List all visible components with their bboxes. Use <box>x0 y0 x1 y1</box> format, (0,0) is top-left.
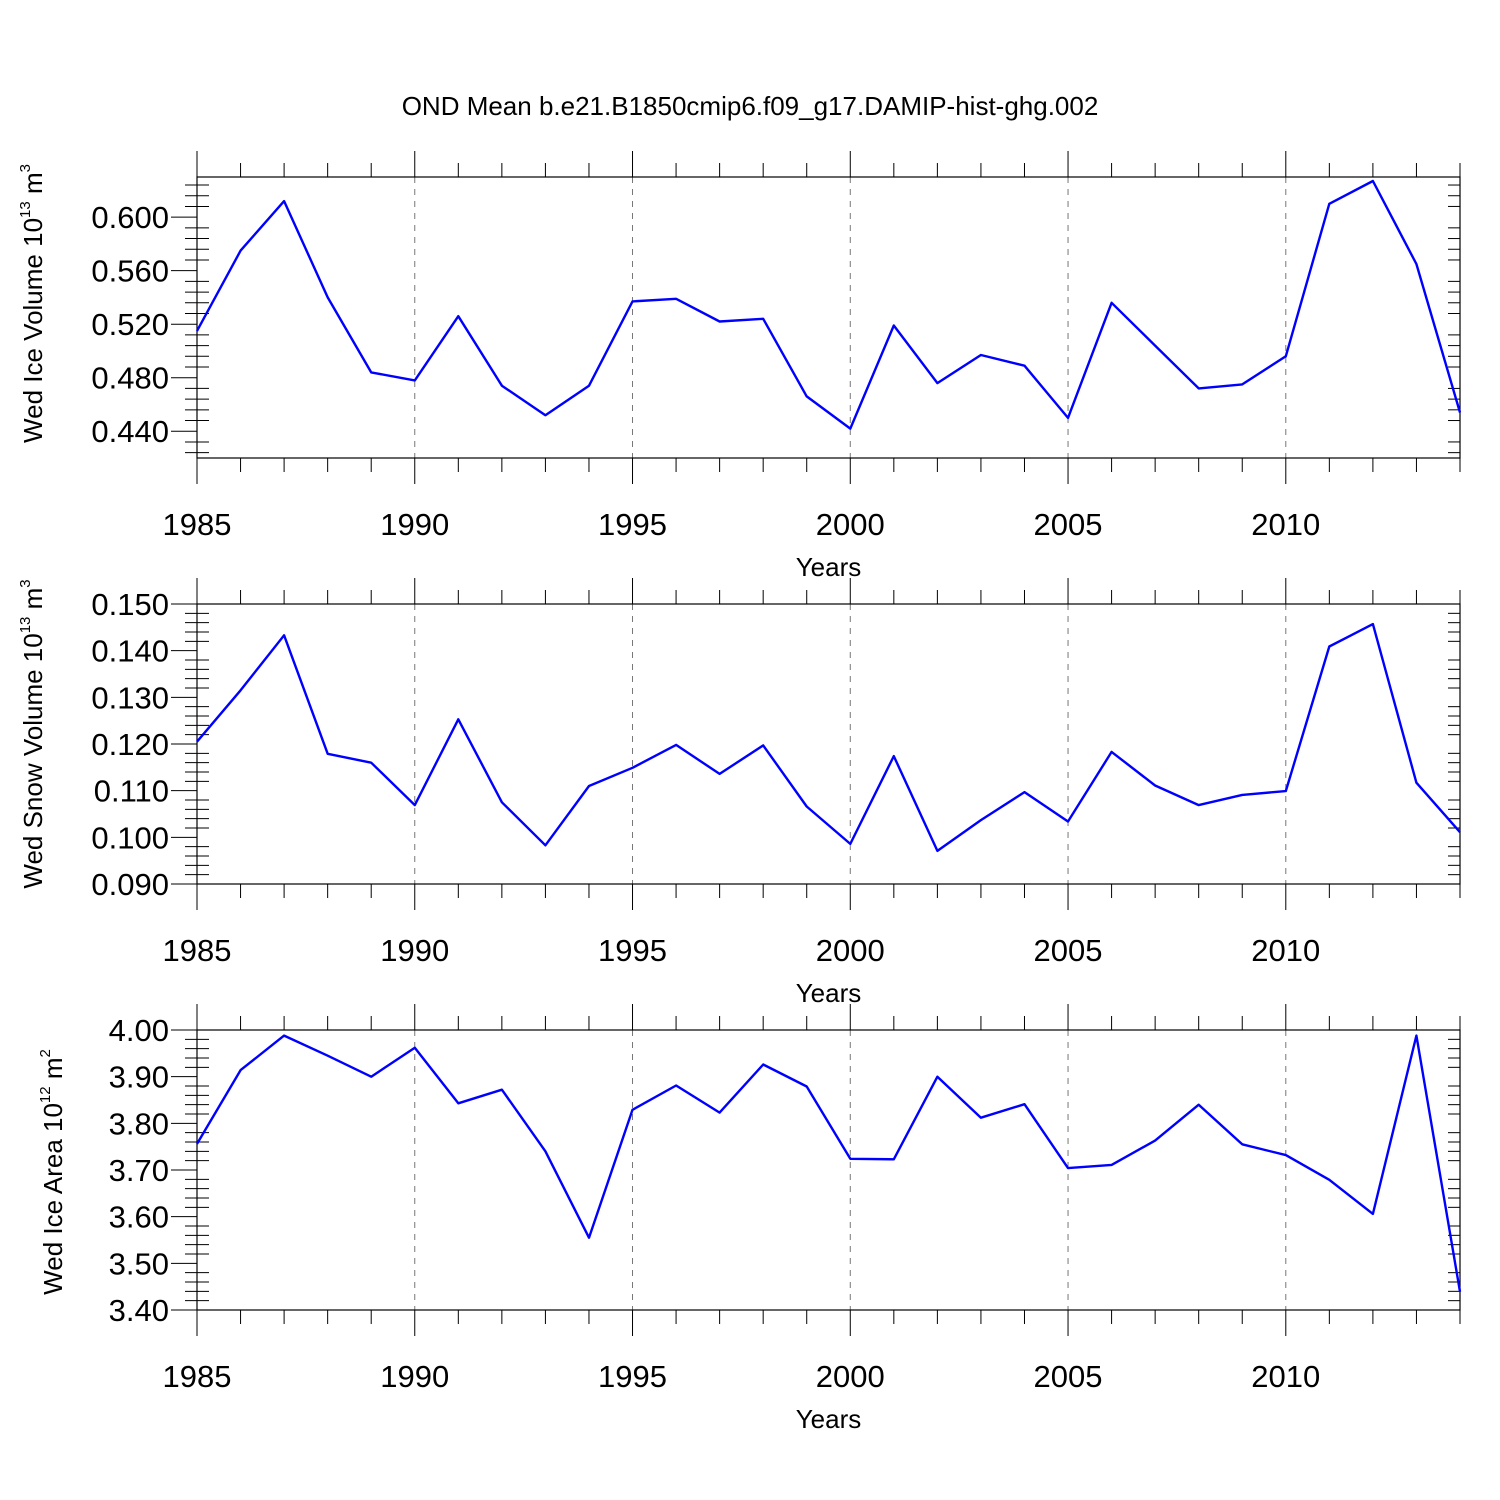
y-tick-label: 0.150 <box>91 587 169 622</box>
y-tick-label: 0.560 <box>91 254 169 289</box>
y-tick-label: 3.40 <box>109 1293 169 1328</box>
x-tick-label: 1995 <box>598 933 667 968</box>
series-line <box>196 622 1461 853</box>
plot-frame <box>196 603 1461 885</box>
x-axis-title: Years <box>796 552 862 582</box>
x-tick-label: 2010 <box>1251 507 1320 542</box>
panel-2: 1985 1990 1995 2000 2005 2010 Years 0.090 0.100 0… <box>17 578 1461 1008</box>
y-tick-label: 0.520 <box>91 307 169 342</box>
x-tick-label: 1985 <box>163 933 232 968</box>
x-tick-label: 2000 <box>816 933 885 968</box>
y-tick-label: 0.140 <box>91 634 169 669</box>
x-tick-label: 1990 <box>380 933 449 968</box>
plot-frame <box>196 1029 1461 1311</box>
x-tick-label: 1990 <box>380 507 449 542</box>
x-tick-label: 1990 <box>380 1359 449 1394</box>
y-axis-title: Wed Ice Area 1012 m2 <box>37 1049 68 1295</box>
x-tick-label: 2000 <box>816 507 885 542</box>
x-tick-label: 2010 <box>1251 1359 1320 1394</box>
x-tick-label: 1985 <box>163 1359 232 1394</box>
x-tick-label: 2005 <box>1034 507 1103 542</box>
x-tick-label: 2000 <box>816 1359 885 1394</box>
x-tick-label: 1985 <box>163 507 232 542</box>
x-axis-title: Years <box>796 1404 862 1434</box>
panel-3: 1985 1990 1995 2000 2005 2010 Years 3.40 3.50 3.6… <box>37 1004 1462 1434</box>
figure-title: OND Mean b.e21.B1850cmip6.f09_g17.DAMIP-… <box>402 91 1099 121</box>
x-axis-title: Years <box>796 978 862 1008</box>
y-tick-label: 0.120 <box>91 727 169 762</box>
x-tick-label: 1995 <box>598 1359 667 1394</box>
y-tick-label: 0.600 <box>91 200 169 235</box>
panel-1: 1985 1990 1995 2000 2005 2010 Years 0.440 0.480 0… <box>17 151 1462 582</box>
x-tick-label: 2005 <box>1034 1359 1103 1394</box>
x-tick-label: 2010 <box>1251 933 1320 968</box>
y-tick-label: 0.100 <box>91 820 169 855</box>
x-tick-label: 2005 <box>1034 933 1103 968</box>
y-axis-title: Wed Snow Volume 1013 m3 <box>17 579 48 888</box>
y-tick-label: 0.090 <box>91 867 169 902</box>
y-axis-title: Wed Ice Volume 1013 m3 <box>17 164 48 443</box>
plot-frame <box>196 176 1461 459</box>
y-tick-label: 3.70 <box>109 1153 169 1188</box>
y-tick-label: 0.440 <box>91 414 169 449</box>
y-tick-label: 3.80 <box>109 1106 169 1141</box>
y-tick-label: 3.90 <box>109 1060 169 1095</box>
y-tick-label: 3.60 <box>109 1200 169 1235</box>
panels: 1985 1990 1995 2000 2005 2010 Years 0.440 0.480 0… <box>17 151 1462 1434</box>
y-tick-label: 0.480 <box>91 361 169 396</box>
y-tick-label: 4.00 <box>109 1013 169 1048</box>
y-tick-label: 0.130 <box>91 680 169 715</box>
x-tick-label: 1995 <box>598 507 667 542</box>
series-line <box>195 179 1462 430</box>
y-tick-label: 3.50 <box>109 1246 169 1281</box>
y-tick-label: 0.110 <box>94 774 169 809</box>
series-line <box>195 1034 1462 1293</box>
